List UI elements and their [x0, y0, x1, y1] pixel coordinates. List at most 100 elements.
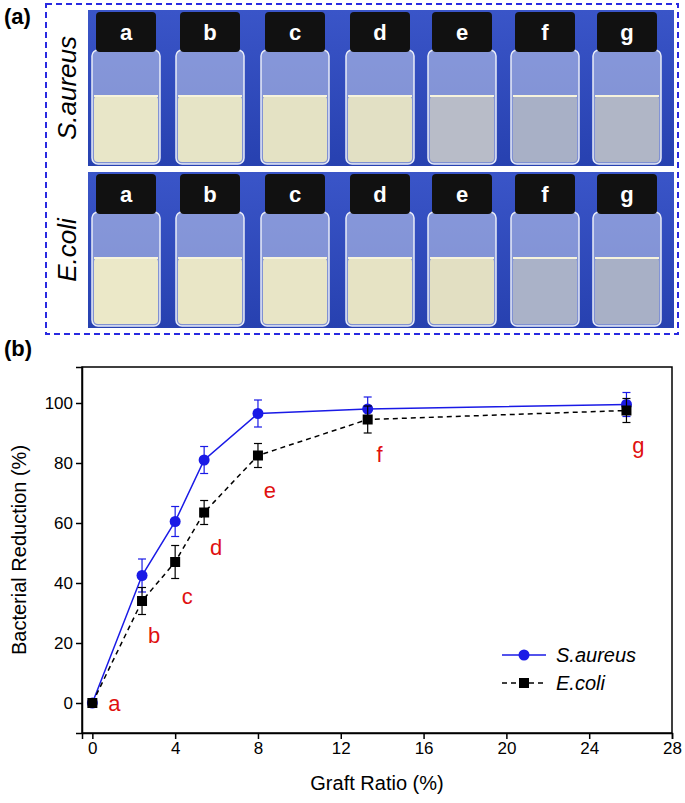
vial-cap	[432, 174, 492, 214]
vial-glass	[261, 50, 329, 164]
y-tick: 60	[54, 514, 82, 533]
vial: d	[346, 174, 414, 326]
marker	[253, 451, 263, 461]
error-bar-segment	[622, 398, 630, 399]
error-bar	[138, 588, 146, 615]
marker	[252, 408, 263, 419]
error-bar-segment	[254, 399, 262, 400]
panel-border	[46, 4, 678, 334]
vial-liquid	[430, 258, 494, 324]
marker	[87, 698, 98, 709]
chart-panel: (b)0481216202428020406080100Graft Ratio …	[4, 336, 682, 794]
vial: f	[511, 174, 579, 326]
vial-cap	[265, 174, 325, 214]
vial-cap	[597, 174, 657, 214]
error-bar-segment	[200, 446, 208, 447]
liquid-surface	[94, 95, 158, 97]
vial-label: d	[373, 20, 386, 45]
error-bar-segment	[622, 422, 630, 423]
photo-background	[88, 172, 674, 328]
vial: d	[346, 12, 414, 164]
vial-label: a	[120, 182, 133, 207]
error-bar-segment	[171, 536, 179, 537]
error-bar-segment	[138, 587, 146, 588]
vial: g	[593, 12, 661, 164]
x-axis-title: Graft Ratio (%)	[310, 772, 443, 794]
point-label: a	[108, 691, 121, 716]
error-bar-segment	[254, 443, 262, 444]
liquid-surface	[430, 257, 494, 259]
vial: a	[92, 12, 160, 164]
vial-label: f	[541, 182, 549, 207]
vial-glass	[176, 50, 244, 164]
x-tick-label: 16	[415, 739, 434, 758]
vial-cap	[180, 12, 240, 52]
series-line	[92, 411, 626, 704]
vial-liquid	[263, 258, 327, 324]
marker	[199, 508, 209, 518]
vial-cap	[96, 12, 156, 52]
y-tick: 0	[64, 694, 82, 713]
legend-label: S.aureus	[556, 644, 636, 666]
x-tick: 28	[663, 733, 682, 758]
liquid-surface	[513, 95, 577, 97]
y-tick-label: 100	[45, 394, 73, 413]
error-bar-segment	[200, 500, 208, 501]
vial-liquid	[178, 258, 242, 324]
x-tick: 16	[415, 733, 434, 758]
y-axis: 020406080100	[45, 368, 83, 734]
vial-cap	[350, 174, 410, 214]
vial-liquid	[430, 96, 494, 162]
x-tick-label: 4	[171, 739, 180, 758]
liquid-surface	[595, 95, 659, 97]
vial-cap	[350, 12, 410, 52]
x-tick-label: 8	[254, 739, 263, 758]
vial-glass	[346, 50, 414, 164]
legend-label: E.coli	[556, 672, 605, 694]
x-tick-label: 12	[332, 739, 351, 758]
vial-label: e	[456, 182, 468, 207]
plot-marks	[87, 393, 632, 709]
liquid-surface	[430, 95, 494, 97]
marker	[137, 596, 147, 606]
marker	[87, 698, 97, 708]
y-tick: 80	[54, 454, 82, 473]
marker	[170, 557, 180, 567]
y-tick-mark	[76, 643, 82, 645]
vial-label: b	[203, 20, 216, 45]
vial-liquid	[513, 258, 577, 324]
vial-liquid	[348, 258, 412, 324]
liquid-surface	[178, 257, 242, 259]
y-axis-line	[76, 368, 83, 734]
point-label: b	[148, 623, 160, 648]
vial-cap	[432, 12, 492, 52]
y-tick-label: 0	[64, 694, 73, 713]
photo-background	[88, 10, 674, 166]
vial-liquid	[94, 258, 158, 324]
photo-panel: (a)S.aureusabcdefgE.coliabcdefg	[4, 4, 678, 334]
vial: b	[176, 174, 244, 326]
vial-liquid	[94, 96, 158, 162]
x-tick: 12	[332, 733, 351, 758]
vial-glass	[511, 212, 579, 326]
error-bar-segment	[200, 473, 208, 474]
liquid-surface	[178, 95, 242, 97]
vial: a	[92, 174, 160, 326]
vial: c	[261, 174, 329, 326]
marker	[363, 415, 373, 425]
x-tick: 20	[497, 733, 516, 758]
row-label: S.aureus	[52, 36, 82, 140]
figure: (a)S.aureusabcdefgE.coliabcdefg(b)048121…	[0, 0, 685, 803]
x-axis: 0481216202428	[83, 733, 682, 758]
vial-cap	[515, 174, 575, 214]
error-bar	[254, 444, 262, 468]
vial: g	[593, 174, 661, 326]
vial-label: f	[541, 20, 549, 45]
vial-glass	[511, 50, 579, 164]
error-bar-segment	[171, 506, 179, 507]
vial-glass	[92, 212, 160, 326]
vial-label: c	[289, 182, 301, 207]
legend-marker	[519, 650, 530, 661]
vial-glass	[92, 50, 160, 164]
y-tick-label: 20	[54, 634, 73, 653]
